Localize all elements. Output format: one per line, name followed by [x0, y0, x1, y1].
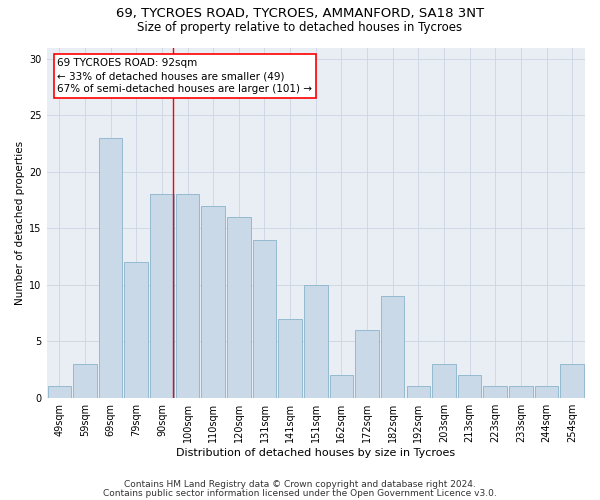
- Text: 69, TYCROES ROAD, TYCROES, AMMANFORD, SA18 3NT: 69, TYCROES ROAD, TYCROES, AMMANFORD, SA…: [116, 8, 484, 20]
- Bar: [509, 386, 533, 398]
- Bar: [150, 194, 174, 398]
- Bar: [432, 364, 456, 398]
- Bar: [329, 375, 353, 398]
- Text: Contains HM Land Registry data © Crown copyright and database right 2024.: Contains HM Land Registry data © Crown c…: [124, 480, 476, 489]
- Bar: [73, 364, 97, 398]
- Text: Size of property relative to detached houses in Tycroes: Size of property relative to detached ho…: [137, 21, 463, 34]
- Bar: [407, 386, 430, 398]
- Bar: [176, 194, 199, 398]
- Bar: [560, 364, 584, 398]
- Bar: [47, 386, 71, 398]
- Bar: [458, 375, 481, 398]
- Bar: [484, 386, 507, 398]
- Bar: [535, 386, 559, 398]
- Bar: [253, 240, 276, 398]
- Bar: [99, 138, 122, 398]
- Bar: [202, 206, 225, 398]
- Bar: [355, 330, 379, 398]
- Text: 69 TYCROES ROAD: 92sqm
← 33% of detached houses are smaller (49)
67% of semi-det: 69 TYCROES ROAD: 92sqm ← 33% of detached…: [57, 58, 312, 94]
- Bar: [124, 262, 148, 398]
- X-axis label: Distribution of detached houses by size in Tycroes: Distribution of detached houses by size …: [176, 448, 455, 458]
- Bar: [227, 217, 251, 398]
- Bar: [278, 318, 302, 398]
- Bar: [304, 284, 328, 398]
- Bar: [381, 296, 404, 398]
- Text: Contains public sector information licensed under the Open Government Licence v3: Contains public sector information licen…: [103, 488, 497, 498]
- Y-axis label: Number of detached properties: Number of detached properties: [15, 140, 25, 304]
